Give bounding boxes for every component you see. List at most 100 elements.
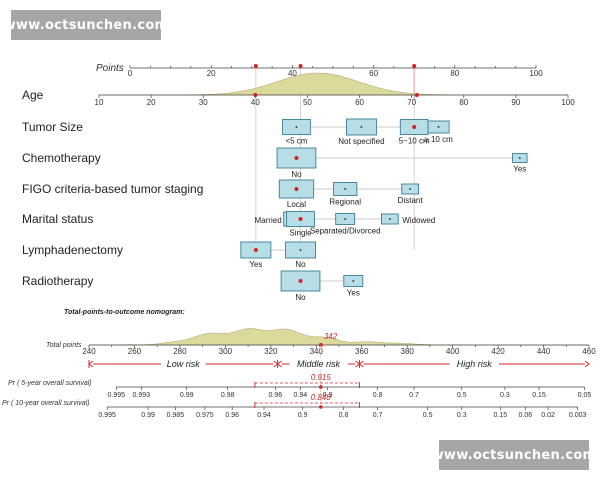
variable-label: Lymphadenectomy bbox=[22, 243, 123, 257]
points-tick-label: 80 bbox=[450, 69, 459, 78]
age-marker bbox=[253, 93, 258, 97]
survival-tick-label: 0.94 bbox=[294, 392, 308, 399]
age-density-area bbox=[99, 72, 568, 96]
survival-tick-label: 0.99 bbox=[180, 392, 194, 399]
survival-tick-label: 0.9 bbox=[323, 392, 333, 399]
survival-tick-label: 0.7 bbox=[373, 412, 383, 419]
risk-arrow-left bbox=[276, 360, 282, 368]
survival-tick-label: 0.96 bbox=[269, 392, 283, 399]
total-tick-label: 260 bbox=[128, 347, 142, 356]
variable-label: FIGO criteria-based tumor staging bbox=[22, 182, 203, 196]
survival-tick-label: 0.15 bbox=[532, 392, 546, 399]
variable-label: Marital status bbox=[22, 212, 93, 226]
risk-arrow-left bbox=[88, 360, 94, 368]
age-tick-label: 50 bbox=[303, 98, 312, 107]
risk-group-label: High risk bbox=[457, 359, 493, 369]
survival-tick-label: 0.15 bbox=[494, 412, 508, 419]
survival-tick-label: 0.98 bbox=[221, 392, 235, 399]
level-center-dot bbox=[299, 249, 302, 251]
total-tick-label: 460 bbox=[582, 347, 596, 356]
survival-tick-label: 0.985 bbox=[167, 412, 185, 419]
level-label: <5 cm bbox=[285, 137, 307, 146]
total-tick-label: 240 bbox=[82, 347, 96, 356]
total-tick-label: 440 bbox=[537, 347, 551, 356]
risk-label-bg bbox=[160, 358, 206, 370]
points-axis-label: Points bbox=[96, 63, 124, 74]
level-label: Single bbox=[289, 229, 312, 238]
points-tick-label: 40 bbox=[288, 69, 297, 78]
age-tick-label: 10 bbox=[95, 98, 104, 107]
risk-arrow-right bbox=[584, 360, 590, 368]
survival-value-label: 0.915 bbox=[311, 373, 332, 382]
level-selected-marker bbox=[412, 125, 417, 129]
total-density-area bbox=[89, 328, 589, 346]
watermark-top: www.octsunchen.com bbox=[4, 10, 168, 40]
total-selected-value: 342 bbox=[324, 332, 338, 341]
level-selected-marker bbox=[294, 187, 299, 191]
age-tick-label: 90 bbox=[511, 98, 520, 107]
level-label: ≥ 10 cm bbox=[424, 135, 453, 144]
level-label: Regional bbox=[329, 198, 361, 207]
risk-arrow-left bbox=[358, 360, 364, 368]
total-tick-label: 400 bbox=[446, 347, 460, 356]
level-selected-marker bbox=[253, 248, 258, 252]
level-selected-marker bbox=[298, 279, 303, 283]
points-tick-label: 0 bbox=[128, 69, 133, 78]
total-points-label: Total points bbox=[46, 342, 82, 349]
level-label: Widowed bbox=[402, 216, 435, 225]
survival-tick-label: 0.94 bbox=[257, 412, 271, 419]
total-tick-label: 300 bbox=[219, 347, 233, 356]
points-marker bbox=[298, 64, 303, 68]
variable-label: Tumor Size bbox=[22, 120, 83, 134]
risk-group-label: Low risk bbox=[167, 359, 201, 369]
survival-tick-label: 0.8 bbox=[373, 392, 383, 399]
survival-tick-label: 0.7 bbox=[409, 392, 419, 399]
risk-group-label: Middle risk bbox=[297, 359, 341, 369]
points-marker bbox=[412, 64, 417, 68]
risk-label-bg bbox=[449, 358, 499, 370]
survival-tick-label: 0.99 bbox=[141, 412, 155, 419]
survival-tick-label: 0.3 bbox=[457, 412, 467, 419]
level-label: Local bbox=[287, 200, 306, 209]
survival-tick-label: 0.05 bbox=[578, 392, 592, 399]
survival-tick-label: 0.02 bbox=[541, 412, 555, 419]
survival-scale-label: Pr ( 5-year overall survival) bbox=[8, 380, 92, 387]
age-label: Age bbox=[22, 88, 44, 102]
total-tick-label: 380 bbox=[401, 347, 415, 356]
level-label: No bbox=[291, 170, 302, 179]
level-label: 5~10 cm bbox=[399, 137, 430, 146]
level-center-dot bbox=[344, 188, 347, 190]
level-label: Yes bbox=[347, 289, 360, 298]
survival-marker bbox=[319, 385, 323, 389]
survival-tick-label: 0.9 bbox=[298, 412, 308, 419]
age-marker bbox=[414, 93, 419, 97]
age-tick-label: 100 bbox=[561, 98, 575, 107]
survival-tick-label: 0.975 bbox=[196, 412, 214, 419]
level-center-dot bbox=[295, 126, 298, 128]
level-center-dot bbox=[409, 188, 412, 190]
survival-tick-label: 0.8 bbox=[339, 412, 349, 419]
watermark-bottom: www.octsunchen.com bbox=[432, 440, 596, 470]
survival-value-label: 0.848 bbox=[311, 393, 332, 402]
level-center-dot bbox=[344, 218, 347, 220]
points-marker bbox=[253, 64, 258, 68]
age-tick-label: 70 bbox=[407, 98, 416, 107]
age-tick-label: 30 bbox=[199, 98, 208, 107]
total-tick-label: 340 bbox=[310, 347, 324, 356]
survival-tick-label: 0.5 bbox=[423, 412, 433, 419]
level-center-dot bbox=[518, 157, 521, 159]
survival-tick-label: 0.06 bbox=[519, 412, 533, 419]
survival-tick-label: 0.995 bbox=[98, 412, 116, 419]
variable-label: Radiotherapy bbox=[22, 274, 93, 288]
points-tick-label: 20 bbox=[207, 69, 216, 78]
level-selected-marker bbox=[294, 156, 299, 160]
level-center-dot bbox=[360, 126, 363, 128]
level-label: Yes bbox=[513, 165, 526, 174]
total-section-title: Total-points-to-outcome nomogram: bbox=[64, 309, 185, 316]
survival-scale-label: Pr ( 10-year overall survival) bbox=[2, 400, 90, 407]
total-tick-label: 360 bbox=[355, 347, 369, 356]
level-label: Distant bbox=[398, 196, 424, 205]
age-tick-label: 80 bbox=[459, 98, 468, 107]
